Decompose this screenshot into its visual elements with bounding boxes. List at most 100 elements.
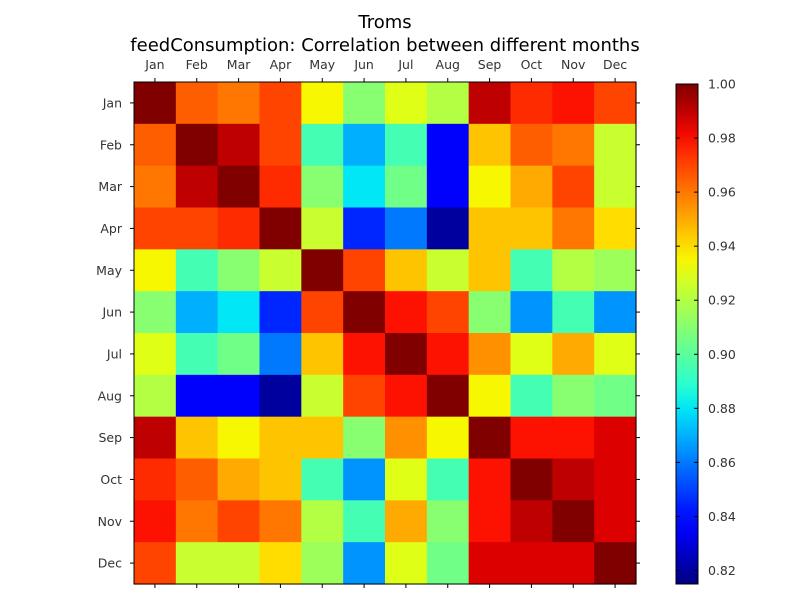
heatmap-cell	[594, 207, 637, 250]
heatmap-cell	[468, 165, 512, 209]
heatmap-cell	[343, 333, 386, 376]
heatmap-cell	[552, 374, 595, 418]
colorbar-tick-label: 0.96	[708, 185, 736, 200]
heatmap-cell	[301, 165, 344, 209]
y-tick-label: Oct	[100, 472, 122, 487]
heatmap-cell	[385, 249, 428, 292]
heatmap-cell	[259, 542, 302, 585]
heatmap-cell	[594, 416, 637, 460]
x-tick-label: Jun	[353, 57, 374, 72]
heatmap-cell	[301, 416, 344, 460]
y-tick-label: Mar	[98, 179, 122, 194]
heatmap-cell	[385, 82, 428, 125]
heatmap-cell	[552, 82, 595, 125]
heatmap-cell	[217, 207, 261, 250]
heatmap-cell	[426, 374, 470, 418]
x-tick-labels: Jan Feb Mar Apr May Jun Jul Aug Sep Oct Nov Dec	[144, 57, 627, 72]
heatmap-cell	[259, 207, 302, 250]
heatmap-cell	[217, 123, 261, 167]
heatmap-cell	[175, 333, 219, 376]
heatmap-cell	[552, 500, 595, 543]
heatmap-cell	[426, 207, 470, 250]
heatmap-cell	[343, 500, 386, 543]
heatmap-cell	[259, 291, 302, 334]
heatmap-cell	[175, 123, 219, 167]
heatmap-cell	[259, 165, 302, 209]
heatmap-cell	[552, 249, 595, 292]
y-tick-label: Dec	[98, 556, 122, 571]
heatmap-cell	[175, 82, 219, 125]
heatmap-cell	[301, 500, 344, 543]
colorbar-tick-label: 0.98	[708, 131, 736, 146]
heatmap-cell	[301, 207, 344, 250]
heatmap-cell	[175, 291, 219, 334]
heatmap-cell	[259, 249, 302, 292]
heatmap-cell	[134, 374, 177, 418]
heatmap-cell	[343, 207, 386, 250]
y-tick-label: Feb	[100, 137, 122, 152]
heatmap-cell	[385, 542, 428, 585]
heatmap-cell	[552, 165, 595, 209]
heatmap-cell	[510, 416, 553, 460]
colorbar-gradient	[676, 84, 698, 584]
heatmap-cell	[343, 123, 386, 167]
heatmap-cell	[134, 249, 177, 292]
x-tick-label: Sep	[478, 57, 502, 72]
heatmap-cell	[426, 291, 470, 334]
heatmap-cell	[594, 123, 637, 167]
heatmap-cell	[385, 416, 428, 460]
heatmap-cell	[426, 165, 470, 209]
heatmap-cell	[301, 291, 344, 334]
heatmap-cell	[510, 249, 553, 292]
x-tick-label: Apr	[270, 57, 292, 72]
heatmap-cell	[175, 165, 219, 209]
colorbar-tick-label: 0.84	[708, 509, 736, 524]
heatmap-cell	[468, 542, 512, 585]
heatmap-cell	[217, 374, 261, 418]
heatmap-cell	[385, 333, 428, 376]
heatmap-cell	[426, 500, 470, 543]
chart-subtitle: feedConsumption: Correlation between dif…	[130, 35, 639, 56]
heatmap-cell	[259, 374, 302, 418]
heatmap-cell	[175, 542, 219, 585]
heatmap-cell	[385, 123, 428, 167]
heatmap-cell	[217, 165, 261, 209]
heatmap-cell	[134, 333, 177, 376]
heatmap-cell	[134, 291, 177, 334]
heatmap-cell	[343, 458, 386, 501]
colorbar-tick-label: 0.86	[708, 455, 736, 470]
x-tick-label: Nov	[561, 57, 586, 72]
heatmap-cell	[594, 542, 637, 585]
heatmap-cell	[594, 333, 637, 376]
heatmap-cell	[343, 82, 386, 125]
heatmap-cell	[343, 542, 386, 585]
heatmap-cell	[134, 123, 177, 167]
heatmap-cell	[552, 333, 595, 376]
heatmap-cell	[134, 416, 177, 460]
heatmap-cell	[510, 542, 553, 585]
heatmap-cell	[217, 249, 261, 292]
heatmap-cell	[426, 82, 470, 125]
y-tick-label: May	[96, 263, 122, 278]
heatmap-cells	[134, 82, 637, 585]
heatmap-cell	[552, 458, 595, 501]
colorbar: 0.82 0.84 0.86 0.88 0.90 0.92 0.94 0.96 0.98 1.00	[675, 77, 736, 585]
heatmap-cell	[510, 500, 553, 543]
heatmap-cell	[301, 374, 344, 418]
x-tick-label: Jan	[144, 57, 164, 72]
heatmap-cell	[217, 416, 261, 460]
heatmap-cell	[594, 82, 637, 125]
heatmap-cell	[468, 333, 512, 376]
heatmap-cell	[175, 207, 219, 250]
heatmap-cell	[468, 500, 512, 543]
heatmap-cell	[259, 333, 302, 376]
heatmap-cell	[301, 333, 344, 376]
y-tick-labels: Jan Feb Mar Apr May Jun Jul Aug Sep Oct Nov Dec	[96, 95, 123, 570]
heatmap-cell	[217, 291, 261, 334]
heatmap-cell	[468, 123, 512, 167]
heatmap-cell	[301, 123, 344, 167]
heatmap-cell	[385, 374, 428, 418]
heatmap-cell	[134, 82, 177, 125]
heatmap-cell	[385, 165, 428, 209]
